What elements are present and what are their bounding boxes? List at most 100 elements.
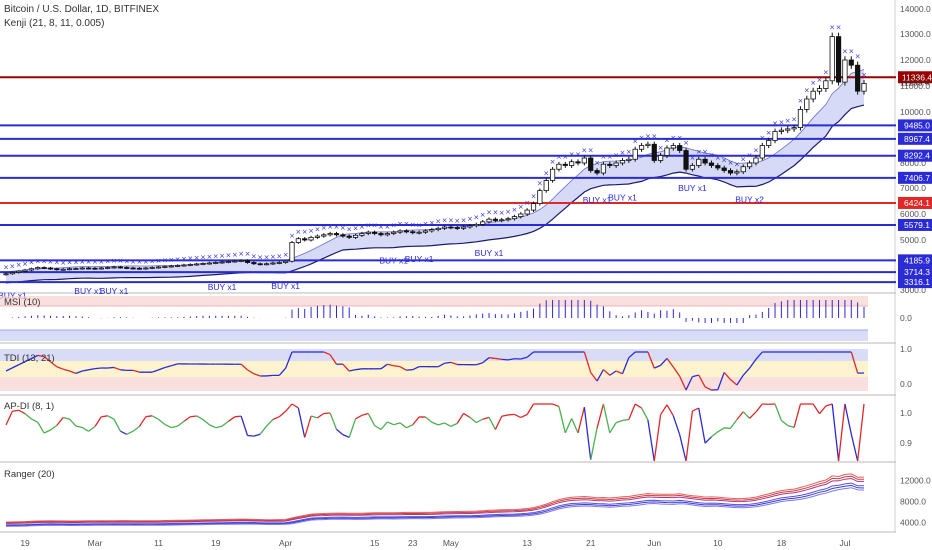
candle-body (3, 273, 9, 276)
signal-marker: × (187, 254, 193, 262)
candle: × (829, 24, 835, 85)
price-level-tag (898, 196, 932, 209)
signal-marker: × (308, 227, 314, 235)
signal-marker: × (257, 254, 263, 262)
signal-marker: × (86, 258, 92, 266)
candle-body (518, 213, 524, 217)
tdi-line-segment (476, 362, 483, 366)
candle-body (791, 127, 797, 130)
apdi-line-segment (253, 433, 261, 437)
signal-marker: × (512, 206, 518, 214)
signal-marker: × (423, 220, 429, 228)
apdi-line-segment (367, 413, 376, 426)
signal-marker: × (264, 254, 270, 262)
candle-body (588, 157, 594, 171)
apdi-line-segment (247, 434, 254, 437)
candle-body (35, 267, 41, 270)
apdi-line-segment (730, 419, 738, 429)
apdi-line-segment (774, 403, 782, 421)
apdi-line-segment (56, 417, 64, 426)
apdi-line-segment (101, 415, 108, 418)
candle: × (702, 148, 708, 166)
buy-signal-label: BUY x1 (678, 183, 707, 193)
signal-marker: × (435, 218, 441, 226)
apdi-line-segment (81, 426, 89, 432)
signal-marker: × (295, 228, 301, 236)
signal-marker: × (79, 258, 85, 266)
candle: × (518, 203, 524, 219)
signal-marker: × (562, 153, 568, 161)
apdi-line-segment (514, 413, 522, 419)
candle: × (778, 118, 784, 135)
apdi-line-segment (837, 403, 846, 462)
tdi-line-segment (749, 358, 757, 369)
apdi-line-segment (831, 403, 840, 462)
apdi-line-segment (190, 415, 197, 418)
signal-marker: × (206, 253, 212, 261)
signal-marker: × (499, 209, 505, 217)
apdi-line-segment (577, 407, 585, 434)
signal-marker: × (600, 153, 606, 161)
candle-body (9, 272, 15, 275)
candle: × (454, 217, 460, 231)
signal-marker: × (696, 148, 702, 156)
apdi-line-segment (278, 410, 287, 418)
candle: × (79, 258, 85, 270)
tdi-line-segment (730, 379, 738, 386)
apdi-line-segment (94, 416, 102, 427)
signal-marker: × (448, 216, 454, 224)
candle-body (696, 158, 702, 166)
tdi-line-segment (88, 367, 96, 371)
apdi-line-segment (215, 425, 223, 429)
price-level-tag (898, 71, 932, 84)
apdi-line-segment (113, 418, 121, 432)
candle: × (556, 153, 562, 172)
candle: × (683, 139, 689, 172)
signal-marker: × (747, 152, 753, 160)
tdi-line-segment (660, 357, 668, 366)
tdi-line-segment (94, 367, 102, 370)
apdi-line-segment (558, 406, 566, 433)
apdi-line-segment (50, 424, 58, 431)
candle-body (283, 260, 289, 263)
signal-marker: × (270, 253, 276, 261)
candle-body (810, 90, 816, 100)
candle-body (835, 36, 842, 83)
candle-body (721, 167, 727, 171)
tdi-line-segment (602, 369, 611, 376)
signal-marker: × (60, 259, 66, 267)
tdi-tick-label: 1.0 (900, 344, 912, 354)
price-level-tag-label: 4185.9 (904, 255, 930, 265)
candle-body (473, 223, 479, 227)
tdi-line-segment (24, 357, 32, 363)
signal-marker: × (359, 223, 365, 231)
candle-body (416, 231, 422, 234)
candle: × (187, 254, 193, 267)
signal-marker: × (848, 47, 854, 55)
candle: × (677, 134, 683, 154)
price-tick-label: 11000.0 (900, 81, 930, 91)
tdi-line-segment (18, 361, 26, 366)
candle: × (295, 228, 301, 244)
time-tick-label: Jun (647, 538, 661, 548)
apdi-line-segment (476, 418, 483, 424)
candle-body (289, 242, 295, 262)
candle-body (683, 150, 689, 170)
apdi-line-segment (634, 403, 642, 409)
signal-marker: × (798, 97, 804, 105)
signal-marker: × (817, 76, 823, 84)
signal-marker: × (378, 223, 384, 231)
ranger-band-line (5, 487, 865, 527)
signal-marker: × (384, 223, 390, 231)
tdi-panel-label: TDI (13, 21) (4, 353, 55, 364)
signal-marker: × (772, 120, 778, 128)
tdi-line-segment (704, 386, 712, 391)
apdi-line-segment (742, 411, 751, 419)
candle-body (238, 260, 244, 262)
signal-marker: × (162, 256, 168, 264)
apdi-line-segment (285, 403, 293, 412)
candle-body (181, 264, 187, 267)
candle: × (594, 159, 600, 176)
signal-marker: × (372, 222, 378, 230)
